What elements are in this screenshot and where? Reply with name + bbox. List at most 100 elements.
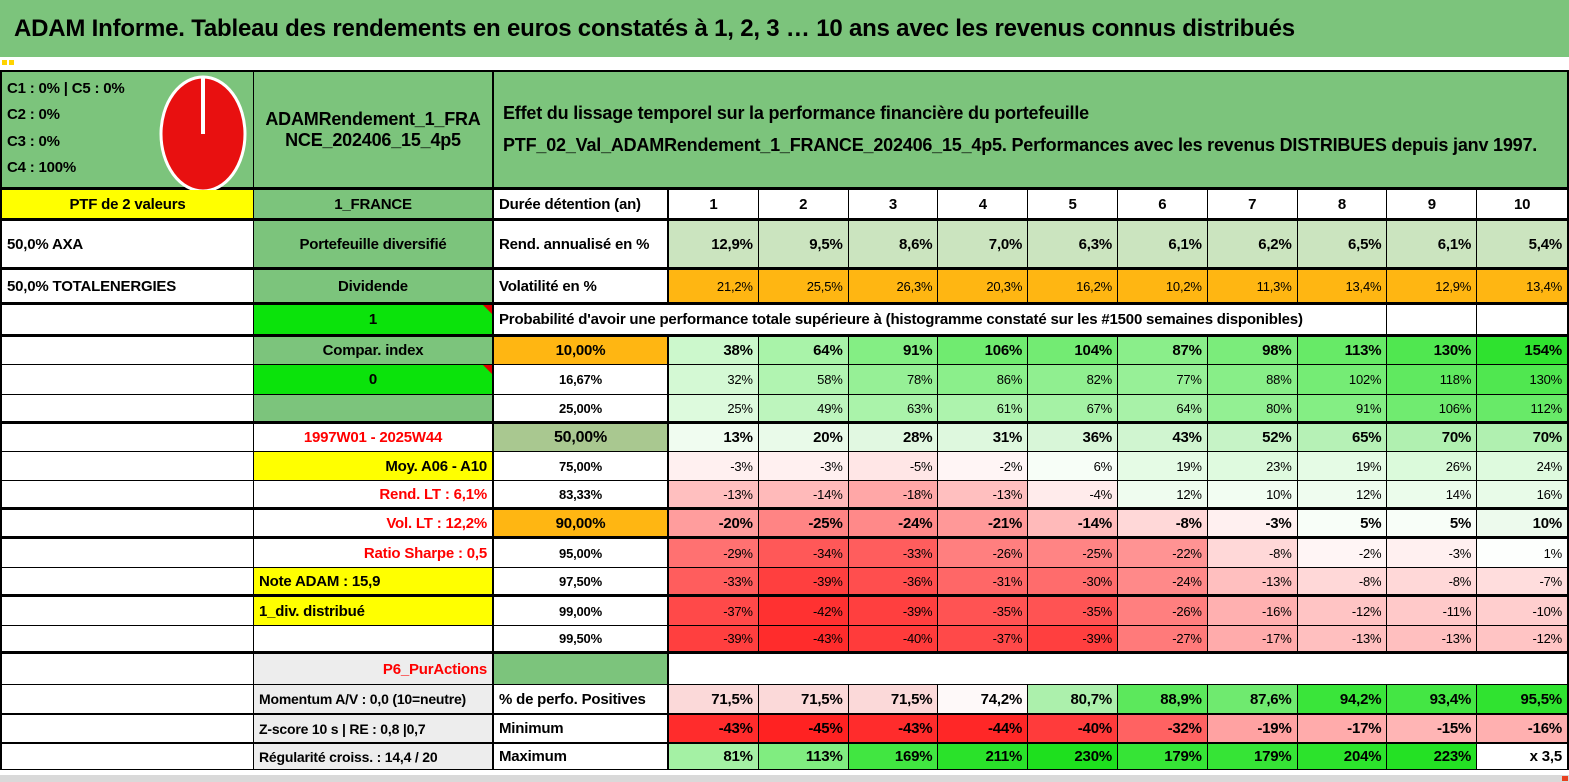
data-cell[interactable] [2, 597, 254, 626]
dividend-cell[interactable]: Dividende [254, 270, 494, 305]
data-cell[interactable]: 31% [938, 424, 1029, 452]
data-cell[interactable]: -2% [1297, 539, 1388, 568]
data-cell[interactable]: -27% [1117, 626, 1208, 654]
data-cell[interactable]: 95,5% [1477, 685, 1567, 715]
data-cell[interactable]: -19% [1207, 715, 1298, 744]
data-cell[interactable]: -42% [758, 597, 849, 626]
data-cell[interactable]: 179% [1207, 744, 1298, 772]
data-cell[interactable] [2, 481, 254, 510]
col-header[interactable]: 6 [1117, 190, 1208, 221]
data-cell[interactable]: 71,5% [848, 685, 939, 715]
data-cell[interactable]: -44% [938, 715, 1029, 744]
data-cell[interactable]: -18% [848, 481, 939, 510]
data-cell[interactable]: -11% [1387, 597, 1478, 626]
data-cell[interactable]: 6,5% [1297, 221, 1388, 270]
data-cell[interactable]: -34% [758, 539, 849, 568]
data-cell[interactable]: 58% [758, 365, 849, 395]
data-cell[interactable]: -5% [848, 452, 939, 481]
data-cell[interactable]: 7,0% [938, 221, 1029, 270]
sharpe-cell[interactable]: Ratio Sharpe : 0,5 [254, 539, 494, 568]
data-cell[interactable] [2, 654, 254, 685]
regularite-cell[interactable]: Régularité croiss. : 14,4 / 20 [254, 744, 494, 772]
quantile-label[interactable]: 99,00% [494, 597, 669, 626]
data-cell[interactable]: -17% [1297, 715, 1388, 744]
data-cell[interactable] [2, 568, 254, 597]
data-cell[interactable]: -7% [1477, 568, 1567, 597]
data-cell[interactable] [669, 654, 1567, 685]
holding-totalenergies-cell[interactable]: 50,0% TOTALENERGIES [2, 270, 254, 305]
quantile-label[interactable]: 25,00% [494, 395, 669, 424]
data-cell[interactable]: -8% [1387, 568, 1478, 597]
data-cell[interactable] [2, 539, 254, 568]
quantile-label[interactable]: 75,00% [494, 452, 669, 481]
data-cell[interactable]: 49% [758, 395, 849, 424]
data-cell[interactable]: -35% [1028, 597, 1118, 626]
row-label-rendement[interactable]: Rend. annualisé en % [494, 221, 669, 270]
data-cell[interactable]: 16,2% [1028, 270, 1118, 305]
data-cell[interactable]: -13% [1207, 568, 1298, 597]
data-cell[interactable]: 104% [1028, 337, 1118, 365]
data-cell[interactable]: -25% [1028, 539, 1118, 568]
data-cell[interactable]: 91% [848, 337, 939, 365]
data-cell[interactable]: -40% [1028, 715, 1118, 744]
data-cell[interactable]: -24% [1117, 568, 1208, 597]
momentum-cell[interactable]: Momentum A/V : 0,0 (10=neutre) [254, 685, 494, 715]
data-cell[interactable]: -8% [1117, 510, 1208, 539]
data-cell[interactable]: -8% [1297, 568, 1388, 597]
data-cell[interactable]: -30% [1028, 568, 1118, 597]
data-cell[interactable]: -24% [848, 510, 939, 539]
data-cell[interactable]: -40% [848, 626, 939, 654]
data-cell[interactable] [2, 744, 254, 772]
data-cell[interactable] [2, 715, 254, 744]
data-cell[interactable]: 98% [1207, 337, 1298, 365]
ptf-title-cell[interactable]: PTF de 2 valeurs [2, 190, 254, 221]
data-cell[interactable]: 24% [1477, 452, 1567, 481]
data-cell[interactable] [494, 654, 669, 685]
data-cell[interactable]: -35% [938, 597, 1029, 626]
data-cell[interactable]: 169% [848, 744, 939, 772]
data-cell[interactable]: 23% [1207, 452, 1298, 481]
data-cell[interactable]: -29% [669, 539, 759, 568]
data-cell[interactable]: 223% [1387, 744, 1478, 772]
probability-header-cell[interactable]: Probabilité d'avoir une performance tota… [494, 305, 1388, 337]
data-cell[interactable]: -8% [1207, 539, 1298, 568]
data-cell[interactable]: 93,4% [1387, 685, 1478, 715]
data-cell[interactable] [254, 395, 494, 424]
data-cell[interactable] [2, 626, 254, 654]
data-cell[interactable]: 8,6% [848, 221, 939, 270]
universe-cell[interactable]: 1_FRANCE [254, 190, 494, 221]
data-cell[interactable]: -39% [669, 626, 759, 654]
data-cell[interactable]: 6,3% [1028, 221, 1118, 270]
data-cell[interactable] [2, 305, 254, 337]
quantile-label[interactable]: 50,00% [494, 424, 669, 452]
data-cell[interactable]: 64% [758, 337, 849, 365]
duration-header-cell[interactable]: Durée détention (an) [494, 190, 669, 221]
note-adam-cell[interactable]: Note ADAM : 15,9 [254, 568, 494, 597]
p6-puractions-cell[interactable]: P6_PurActions [254, 654, 494, 685]
data-cell[interactable]: 25,5% [758, 270, 849, 305]
data-cell[interactable]: -26% [938, 539, 1029, 568]
data-cell[interactable]: 77% [1117, 365, 1208, 395]
data-cell[interactable]: -36% [848, 568, 939, 597]
data-cell[interactable]: 43% [1117, 424, 1208, 452]
row-label-minimum[interactable]: Minimum [494, 715, 669, 744]
data-cell[interactable]: -3% [758, 452, 849, 481]
data-cell[interactable]: 6,1% [1387, 221, 1478, 270]
data-cell[interactable]: 71,5% [669, 685, 759, 715]
data-cell[interactable]: 38% [669, 337, 759, 365]
allocation-cell[interactable]: C1 : 0% | C5 : 0% C2 : 0% C3 : 0% C4 : 1… [2, 72, 254, 193]
data-cell[interactable]: 88,9% [1117, 685, 1208, 715]
data-cell[interactable]: 154% [1477, 337, 1567, 365]
data-cell[interactable] [2, 395, 254, 424]
data-cell[interactable]: -3% [669, 452, 759, 481]
data-cell[interactable] [2, 424, 254, 452]
data-cell[interactable]: 70% [1387, 424, 1478, 452]
data-cell[interactable]: -21% [938, 510, 1029, 539]
data-cell[interactable]: -43% [848, 715, 939, 744]
data-cell[interactable]: 106% [1387, 395, 1478, 424]
data-cell[interactable]: 112% [1477, 395, 1567, 424]
vol-lt-cell[interactable]: Vol. LT : 12,2% [254, 510, 494, 539]
data-cell[interactable]: 179% [1117, 744, 1208, 772]
data-cell[interactable]: 6,2% [1207, 221, 1298, 270]
data-cell[interactable]: 52% [1207, 424, 1298, 452]
